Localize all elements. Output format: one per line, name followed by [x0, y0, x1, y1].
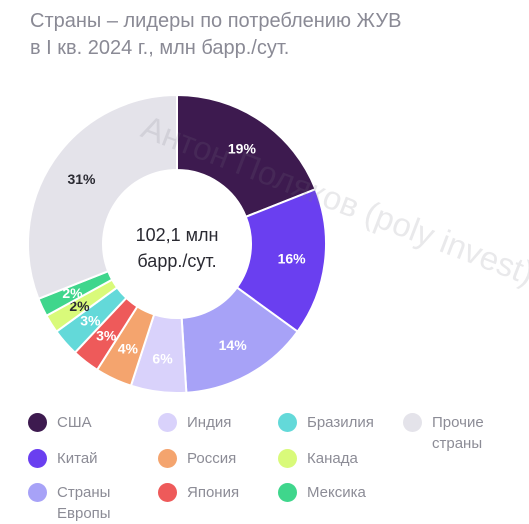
legend-label-2: Страны Европы: [57, 484, 111, 522]
legend-label-6: Бразилия: [307, 414, 374, 431]
legend-swatch-0: [28, 413, 47, 432]
title-line-2: в I кв. 2024 г., млн барр./сут.: [30, 37, 290, 59]
title-line-1: Страны – лидеры по потреблению ЖУВ: [30, 10, 402, 32]
legend-item-4: Россия: [158, 448, 236, 469]
legend-label-5: Япония: [187, 484, 240, 501]
slice-label-7: 2%: [69, 298, 90, 314]
slice-label-8: 2%: [62, 285, 83, 301]
legend-item-9: Прочие страны: [403, 412, 512, 454]
legend-label-3: Индия: [187, 414, 232, 431]
donut-slice-9: [27, 93, 178, 301]
slice-label-2: 14%: [219, 337, 248, 353]
legend-swatch-1: [28, 449, 47, 468]
legend-item-8: Мексика: [278, 482, 366, 503]
legend-item-0: США: [28, 412, 92, 433]
slice-label-9: 31%: [67, 171, 96, 187]
slice-label-5: 3%: [96, 327, 117, 343]
legend-label-0: США: [57, 414, 92, 431]
slice-label-3: 6%: [152, 351, 173, 367]
center-total-line-1: 102,1 млн: [135, 225, 219, 245]
slice-label-4: 4%: [118, 341, 139, 357]
legend-swatch-4: [158, 449, 177, 468]
legend-item-6: Бразилия: [278, 412, 374, 433]
legend-swatch-5: [158, 483, 177, 502]
chart-legend: США Китай Страны Европы Индия Россия Япония Бр…: [28, 412, 528, 522]
slice-label-6: 3%: [80, 312, 101, 328]
legend-label-9: Прочие страны: [432, 414, 484, 452]
legend-label-4: Россия: [187, 450, 237, 467]
legend-label-8: Мексика: [307, 484, 366, 501]
legend-label-1: Китай: [57, 450, 98, 467]
legend-swatch-2: [28, 483, 47, 502]
legend-swatch-6: [278, 413, 297, 432]
slice-label-1: 16%: [278, 250, 307, 266]
legend-item-1: Китай: [28, 448, 98, 469]
legend-item-2: Страны Европы: [28, 482, 137, 524]
slice-label-0: 19%: [228, 140, 257, 156]
chart-title: Страны – лидеры по потреблению ЖУВ в I к…: [30, 8, 510, 62]
legend-item-5: Япония: [158, 482, 239, 503]
center-total-label: 102,1 млн барр./сут.: [102, 222, 252, 274]
legend-swatch-8: [278, 483, 297, 502]
center-total-line-2: барр./сут.: [137, 251, 217, 271]
legend-item-3: Индия: [158, 412, 231, 433]
legend-swatch-3: [158, 413, 177, 432]
legend-item-7: Канада: [278, 448, 358, 469]
legend-swatch-9: [403, 413, 422, 432]
donut-slice-0: [176, 93, 317, 219]
legend-swatch-7: [278, 449, 297, 468]
legend-label-7: Канада: [307, 450, 358, 467]
